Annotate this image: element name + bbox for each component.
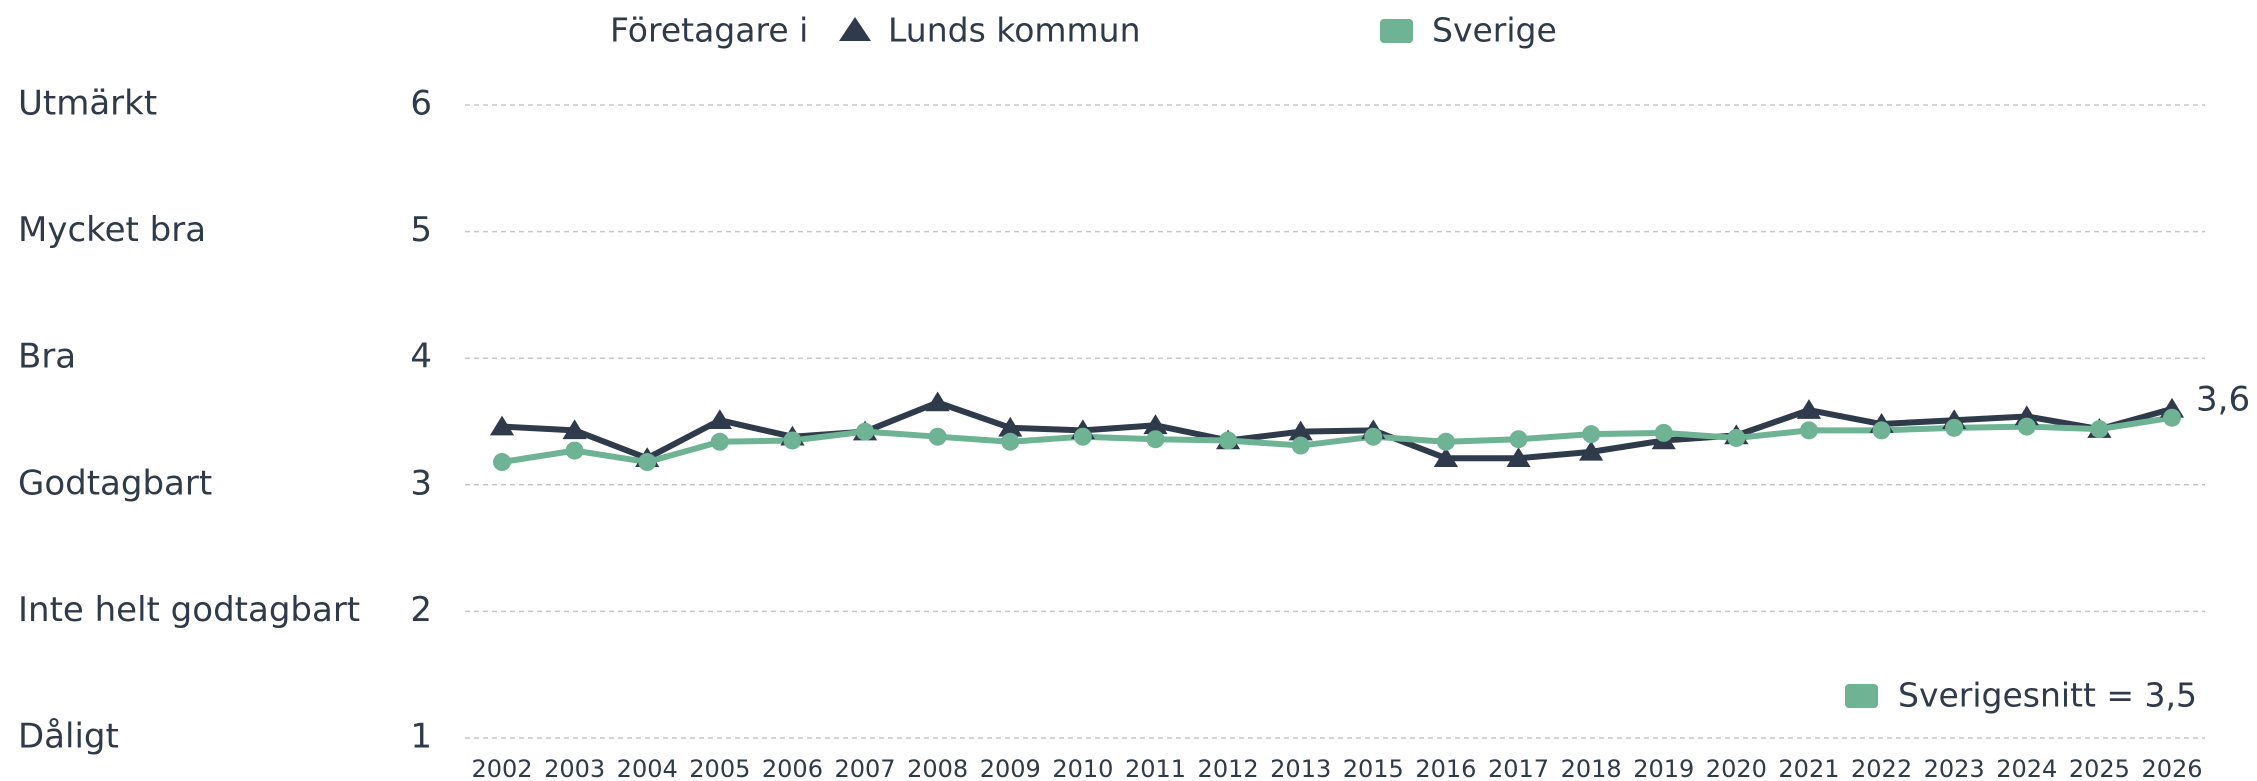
point <box>1799 421 1818 440</box>
point <box>783 431 802 450</box>
point <box>1143 414 1168 435</box>
y-tick-label: 3 <box>410 463 432 503</box>
legend-title: Företagare i <box>610 11 808 50</box>
y-tick-label: 2 <box>410 590 432 630</box>
series-line <box>501 414 2173 466</box>
point <box>1579 440 1604 461</box>
x-tick-label: 2011 <box>1125 755 1186 781</box>
y-category-label: Dåligt <box>18 717 119 757</box>
x-tick-label: 2008 <box>907 755 968 781</box>
y-category-label: Bra <box>18 337 76 377</box>
x-tick-label: 2017 <box>1488 755 1549 781</box>
point <box>1872 421 1891 440</box>
point <box>638 453 657 472</box>
x-tick-label: 2013 <box>1270 755 1331 781</box>
x-tick-label: 2012 <box>1198 755 1259 781</box>
point <box>493 453 511 472</box>
annotation-swatch <box>1845 684 1878 708</box>
point <box>2017 417 2036 436</box>
point <box>1219 431 1238 450</box>
x-tick-label: 2007 <box>835 755 896 781</box>
x-tick-label: 2024 <box>1996 755 2057 781</box>
point <box>1364 427 1383 446</box>
y-tick-label: 4 <box>410 337 432 377</box>
x-tick-label: 2015 <box>1343 755 1404 781</box>
point <box>925 391 950 412</box>
x-tick-label: 2016 <box>1415 755 1476 781</box>
point <box>1654 423 1673 442</box>
legend-label: Lunds kommun <box>888 11 1141 50</box>
point <box>1436 432 1455 451</box>
legend-marker <box>839 17 871 41</box>
data-label: 3,6 <box>2196 379 2250 419</box>
x-tick-label: 2021 <box>1778 755 1839 781</box>
point <box>1727 428 1746 447</box>
y-category-label: Godtagbart <box>18 463 212 503</box>
point <box>1509 430 1528 449</box>
x-tick-label: 2009 <box>980 755 1041 781</box>
x-tick-label: 2006 <box>762 755 823 781</box>
x-tick-label: 2002 <box>471 755 532 781</box>
legend-label: Sverige <box>1432 11 1557 50</box>
x-tick-label: 2022 <box>1851 755 1912 781</box>
point <box>1506 447 1531 468</box>
point <box>489 415 515 436</box>
y-category-label: Mycket bra <box>18 210 206 250</box>
point <box>1288 420 1313 441</box>
point <box>710 432 729 451</box>
point <box>1433 447 1459 468</box>
point <box>1582 425 1601 444</box>
point <box>856 422 875 441</box>
point <box>1945 418 1964 437</box>
y-category-label: Inte helt godtagbart <box>18 590 360 630</box>
series-line <box>501 399 2173 462</box>
point <box>1001 432 1020 451</box>
x-tick-label: 2026 <box>2141 755 2202 781</box>
point <box>2163 408 2181 427</box>
point <box>565 441 584 460</box>
point <box>562 419 587 440</box>
x-tick-label: 2019 <box>1633 755 1694 781</box>
x-tick-label: 2004 <box>617 755 678 781</box>
x-tick-label: 2025 <box>2069 755 2130 781</box>
x-tick-label: 2005 <box>689 755 750 781</box>
point <box>1291 436 1310 455</box>
point <box>707 409 732 430</box>
point <box>998 416 1023 437</box>
point <box>1073 427 1092 446</box>
y-tick-label: 1 <box>410 717 432 757</box>
point <box>1796 399 1822 419</box>
x-tick-label: 2003 <box>544 755 605 781</box>
x-tick-label: 2010 <box>1052 755 1113 781</box>
y-tick-label: 6 <box>410 84 432 124</box>
x-tick-label: 2018 <box>1561 755 1622 781</box>
y-tick-label: 5 <box>410 210 432 250</box>
x-tick-label: 2023 <box>1924 755 1985 781</box>
point <box>928 427 947 446</box>
legend-marker <box>1380 19 1413 43</box>
y-category-label: Utmärkt <box>18 84 157 124</box>
x-tick-label: 2020 <box>1706 755 1767 781</box>
annotation: Sverigesnitt = 3,5 <box>1898 676 2197 715</box>
point <box>2090 420 2109 439</box>
point <box>1146 430 1165 449</box>
